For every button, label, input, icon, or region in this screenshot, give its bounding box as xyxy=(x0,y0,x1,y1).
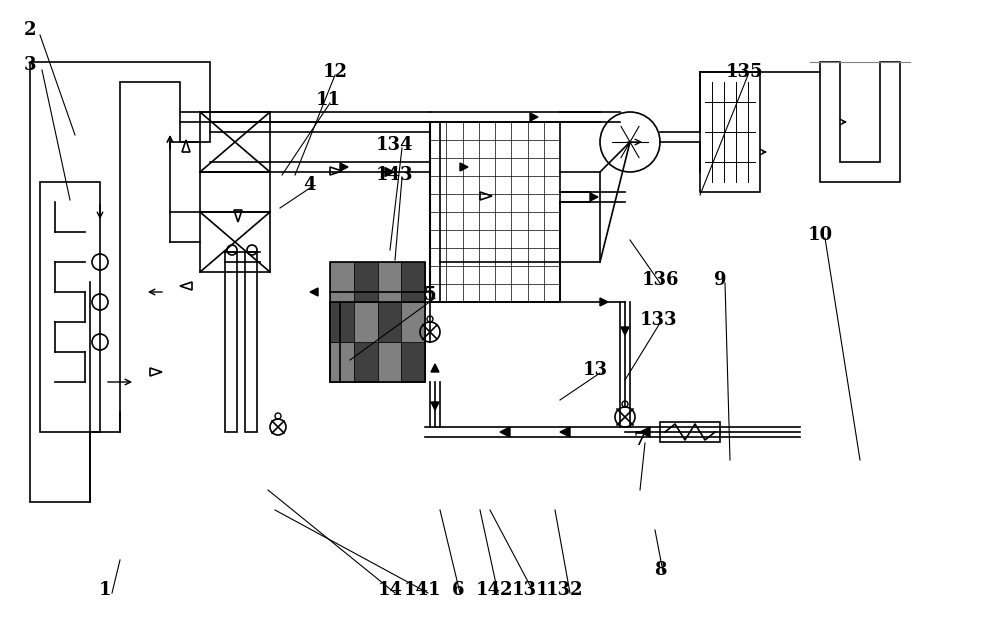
Polygon shape xyxy=(500,427,510,437)
Bar xyxy=(225,252,237,432)
Bar xyxy=(330,302,354,342)
Bar xyxy=(401,342,425,382)
Bar xyxy=(401,262,425,302)
Text: 4: 4 xyxy=(304,176,316,194)
Text: 10: 10 xyxy=(807,226,833,244)
Bar xyxy=(660,422,720,442)
Polygon shape xyxy=(590,193,598,201)
Bar xyxy=(378,342,401,382)
Text: 7: 7 xyxy=(634,431,646,449)
Text: 143: 143 xyxy=(376,166,414,184)
Text: 1: 1 xyxy=(99,581,111,599)
Polygon shape xyxy=(621,327,629,335)
Bar xyxy=(430,122,560,302)
Polygon shape xyxy=(385,167,394,176)
Text: 136: 136 xyxy=(641,271,679,289)
Text: 132: 132 xyxy=(546,581,584,599)
Bar xyxy=(200,112,270,172)
Text: 12: 12 xyxy=(322,63,348,81)
Text: 5: 5 xyxy=(424,286,436,304)
Polygon shape xyxy=(560,427,570,437)
Polygon shape xyxy=(530,113,538,121)
Text: 142: 142 xyxy=(476,581,514,599)
Bar xyxy=(200,172,270,212)
Polygon shape xyxy=(340,163,348,171)
Text: 134: 134 xyxy=(376,136,414,154)
Bar xyxy=(401,302,425,342)
Bar xyxy=(378,262,401,302)
Bar xyxy=(200,212,270,272)
Text: 133: 133 xyxy=(639,311,677,329)
Text: 11: 11 xyxy=(316,91,340,109)
Polygon shape xyxy=(431,402,439,410)
Bar xyxy=(245,252,257,432)
Text: 6: 6 xyxy=(452,581,464,599)
Bar xyxy=(330,262,354,302)
Polygon shape xyxy=(600,298,608,306)
Bar xyxy=(378,302,401,342)
Polygon shape xyxy=(640,427,650,437)
Bar xyxy=(354,262,378,302)
Text: 141: 141 xyxy=(404,581,442,599)
Polygon shape xyxy=(460,163,468,171)
Text: 14: 14 xyxy=(378,581,402,599)
Text: 8: 8 xyxy=(654,561,666,579)
Bar xyxy=(330,262,425,382)
Text: 135: 135 xyxy=(726,63,764,81)
Bar xyxy=(40,182,100,432)
Bar xyxy=(354,302,378,342)
Bar xyxy=(330,342,354,382)
Polygon shape xyxy=(310,288,318,296)
Polygon shape xyxy=(431,364,439,372)
Text: 131: 131 xyxy=(511,581,549,599)
Text: 3: 3 xyxy=(24,56,36,74)
Bar xyxy=(700,72,760,192)
Text: 13: 13 xyxy=(582,361,608,379)
Text: 2: 2 xyxy=(24,21,36,39)
Bar xyxy=(354,342,378,382)
Text: 9: 9 xyxy=(714,271,726,289)
